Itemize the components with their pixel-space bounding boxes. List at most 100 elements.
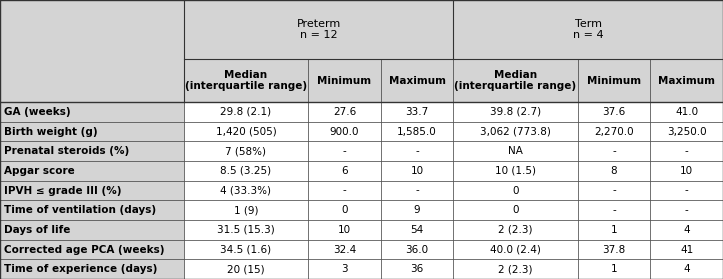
Text: -: -: [415, 186, 419, 196]
Bar: [381, 259, 453, 279]
Bar: [0, 122, 184, 141]
Text: Median
(interquartile range): Median (interquartile range): [185, 70, 307, 91]
Text: Maximum: Maximum: [658, 76, 715, 86]
Text: Minimum: Minimum: [587, 76, 641, 86]
Text: 1,420 (505): 1,420 (505): [215, 127, 276, 137]
Text: 3,062 (773.8): 3,062 (773.8): [480, 127, 551, 137]
Text: Minimum: Minimum: [317, 76, 372, 86]
Text: 2 (2.3): 2 (2.3): [498, 225, 533, 235]
Text: Days of life: Days of life: [4, 225, 70, 235]
Bar: [184, 181, 308, 200]
Bar: [453, 181, 578, 200]
Text: 2,270.0: 2,270.0: [594, 127, 634, 137]
Bar: [0, 141, 184, 161]
Text: Prenatal steroids (%): Prenatal steroids (%): [4, 146, 129, 156]
Text: 9: 9: [414, 205, 421, 215]
Text: 27.6: 27.6: [333, 107, 356, 117]
Bar: [578, 161, 650, 181]
Bar: [184, 102, 308, 122]
Text: -: -: [685, 186, 688, 196]
Bar: [381, 240, 453, 259]
Text: 6: 6: [341, 166, 348, 176]
Bar: [650, 102, 723, 122]
Bar: [453, 200, 578, 220]
Bar: [184, 59, 308, 102]
Text: -: -: [415, 146, 419, 156]
Bar: [453, 102, 578, 122]
Bar: [184, 161, 308, 181]
Bar: [453, 220, 578, 240]
Bar: [381, 220, 453, 240]
Bar: [650, 200, 723, 220]
Text: Birth weight (g): Birth weight (g): [4, 127, 97, 137]
Text: 7 (58%): 7 (58%): [226, 146, 267, 156]
Bar: [0, 259, 184, 279]
Bar: [381, 59, 453, 102]
Text: 33.7: 33.7: [406, 107, 429, 117]
Bar: [381, 102, 453, 122]
Bar: [578, 200, 650, 220]
Bar: [184, 259, 308, 279]
Bar: [308, 259, 381, 279]
Bar: [453, 259, 578, 279]
Text: 54: 54: [411, 225, 424, 235]
Text: -: -: [685, 146, 688, 156]
Text: 29.8 (2.1): 29.8 (2.1): [221, 107, 272, 117]
Text: 40.0 (2.4): 40.0 (2.4): [490, 244, 541, 254]
Bar: [650, 161, 723, 181]
Text: 32.4: 32.4: [333, 244, 356, 254]
Text: 4: 4: [683, 264, 690, 274]
Text: 3: 3: [341, 264, 348, 274]
Text: 2 (2.3): 2 (2.3): [498, 264, 533, 274]
Text: 0: 0: [341, 205, 348, 215]
Text: 1: 1: [611, 225, 617, 235]
Text: 37.8: 37.8: [602, 244, 625, 254]
Text: IPVH ≤ grade III (%): IPVH ≤ grade III (%): [4, 186, 121, 196]
Text: 10 (1.5): 10 (1.5): [495, 166, 536, 176]
Text: 39.8 (2.7): 39.8 (2.7): [490, 107, 541, 117]
Bar: [0, 0, 184, 102]
Bar: [308, 220, 381, 240]
Bar: [453, 240, 578, 259]
Text: Time of experience (days): Time of experience (days): [4, 264, 157, 274]
Bar: [578, 259, 650, 279]
Text: GA (weeks): GA (weeks): [4, 107, 70, 117]
Bar: [381, 141, 453, 161]
Text: 0: 0: [513, 205, 519, 215]
Bar: [0, 220, 184, 240]
Bar: [578, 102, 650, 122]
Bar: [578, 59, 650, 102]
Bar: [381, 161, 453, 181]
Bar: [184, 122, 308, 141]
Bar: [381, 181, 453, 200]
Text: Time of ventilation (days): Time of ventilation (days): [4, 205, 155, 215]
Bar: [650, 59, 723, 102]
Bar: [308, 161, 381, 181]
Text: 41: 41: [680, 244, 693, 254]
Bar: [650, 122, 723, 141]
Bar: [308, 122, 381, 141]
Text: 34.5 (1.6): 34.5 (1.6): [221, 244, 272, 254]
Text: Apgar score: Apgar score: [4, 166, 74, 176]
Bar: [453, 122, 578, 141]
Text: 1,585.0: 1,585.0: [397, 127, 437, 137]
Text: 900.0: 900.0: [330, 127, 359, 137]
Text: -: -: [612, 186, 616, 196]
Bar: [578, 220, 650, 240]
Bar: [453, 59, 578, 102]
Bar: [184, 0, 453, 59]
Bar: [453, 0, 723, 59]
Text: 4: 4: [683, 225, 690, 235]
Text: 3,250.0: 3,250.0: [667, 127, 706, 137]
Text: Maximum: Maximum: [389, 76, 445, 86]
Text: 0: 0: [513, 186, 519, 196]
Text: 31.5 (15.3): 31.5 (15.3): [217, 225, 275, 235]
Bar: [578, 240, 650, 259]
Bar: [453, 141, 578, 161]
Text: 36: 36: [411, 264, 424, 274]
Text: -: -: [685, 205, 688, 215]
Text: Preterm
n = 12: Preterm n = 12: [296, 19, 341, 40]
Bar: [0, 161, 184, 181]
Bar: [184, 200, 308, 220]
Bar: [381, 200, 453, 220]
